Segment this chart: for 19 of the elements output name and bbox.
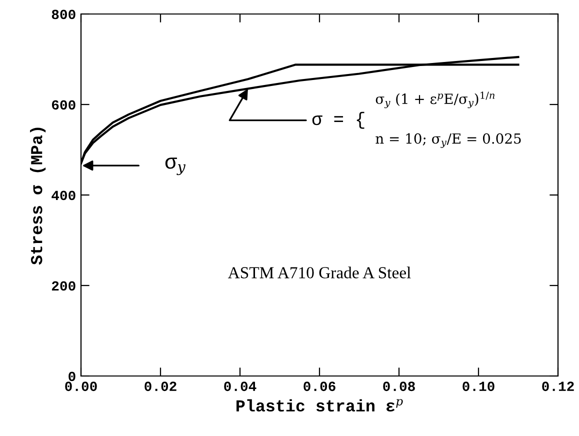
- x-axis-title: Plastic strain ε$^{p}$: [236, 399, 403, 412]
- y-tick-label: 600: [52, 100, 76, 110]
- y-tick-label: 200: [52, 281, 76, 291]
- annotation: ASTM A710 Grade A Steel: [228, 266, 411, 278]
- x-tick-label: 0.10: [462, 382, 494, 392]
- x-tick-label: 0.00: [65, 382, 97, 392]
- y-tick-label: 800: [52, 10, 76, 20]
- x-tick-label: 0.06: [304, 382, 336, 392]
- annotation: σ$_{y}$ (1 + ε$^{p}$E/σ$_{y}$)$^{1/n}$: [376, 92, 495, 108]
- x-tick-label: 0.12: [542, 382, 574, 392]
- annotation: σ$_{y}$: [165, 158, 186, 176]
- x-tick-label: 0.08: [383, 382, 415, 392]
- x-tick-label: 0.02: [144, 382, 176, 392]
- x-tick-label: 0.04: [224, 382, 256, 392]
- y-tick-label: 0: [68, 372, 76, 382]
- annotation: n = 10; σ$_{y}$/E = 0.025: [376, 133, 521, 148]
- y-axis-title: Stress σ (MPa): [30, 128, 46, 265]
- y-tick-label: 400: [52, 190, 76, 200]
- annotation: σ = {: [312, 112, 364, 129]
